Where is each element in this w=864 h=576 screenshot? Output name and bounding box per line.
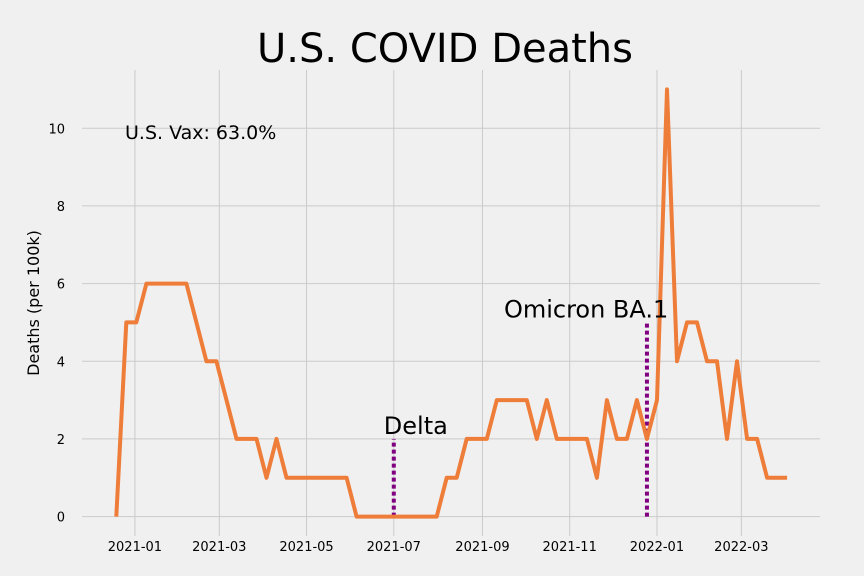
- x-tick-label: 2021-09: [455, 540, 509, 555]
- annotation-labels: Delta Omicron BA.1: [384, 295, 669, 440]
- x-tick-label: 2021-03: [192, 540, 246, 555]
- x-tick-label: 2022-01: [630, 540, 684, 555]
- annotation-lines: [391, 322, 649, 517]
- x-tick-label: 2021-05: [279, 540, 333, 555]
- y-tick-label: 6: [57, 278, 65, 293]
- annotation-label: Delta: [384, 412, 448, 440]
- x-tick-label: 2021-01: [108, 540, 162, 555]
- y-tick-label: 4: [57, 355, 65, 370]
- vax-annotation: U.S. Vax: 63.0%: [125, 122, 276, 144]
- y-tick-label: 10: [48, 122, 65, 137]
- y-tick-label: 2: [57, 433, 65, 448]
- x-tick-label: 2022-03: [714, 540, 768, 555]
- series-layer: [114, 87, 788, 519]
- x-tick-labels: 2021-01 2021-03 2021-05 2021-07 2021-09 2021-…: [108, 540, 769, 555]
- y-axis-label: Deaths (per 100k): [24, 230, 43, 376]
- y-tick-labels: 0 2 4 6 8 10: [48, 122, 65, 525]
- chart-title: U.S. COVID Deaths: [257, 26, 633, 72]
- y-tick-label: 0: [57, 511, 65, 526]
- y-tick-label: 8: [57, 200, 65, 215]
- annotation-label: Omicron BA.1: [504, 295, 668, 323]
- x-tick-label: 2021-11: [543, 540, 597, 555]
- series-line: [114, 87, 788, 519]
- x-tick-label: 2021-07: [367, 540, 421, 555]
- grid: [82, 70, 820, 536]
